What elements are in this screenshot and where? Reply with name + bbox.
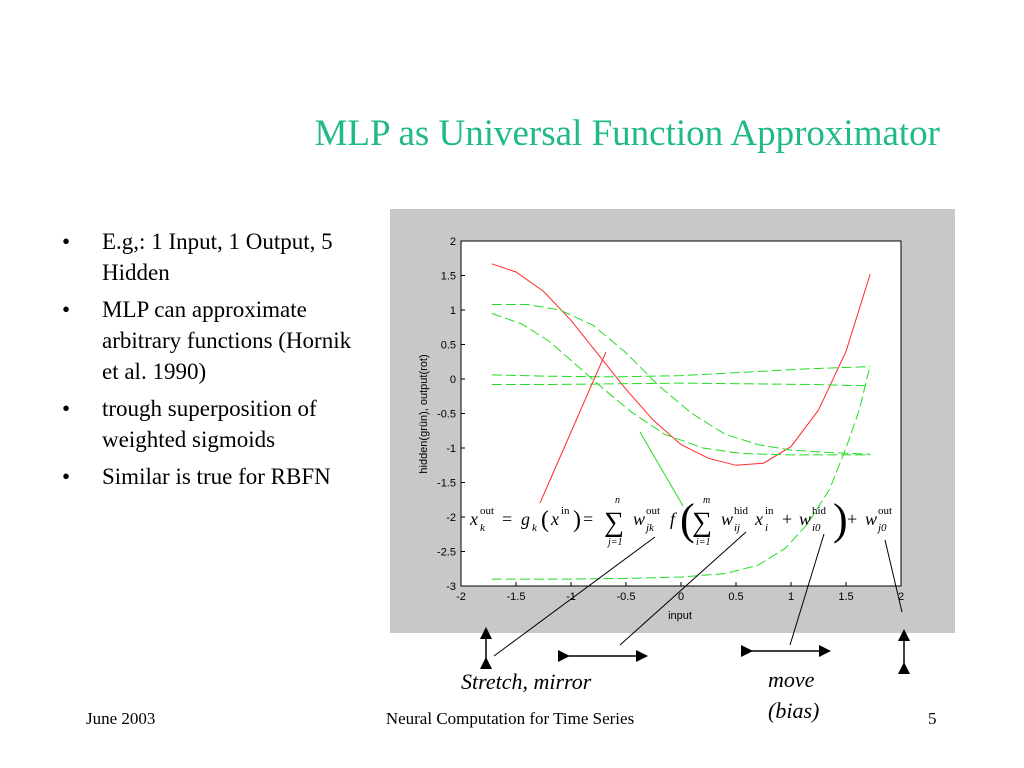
footer-page-number: 5 (928, 709, 937, 728)
formula-paren-open: ( (541, 507, 549, 533)
y-tick-label: -2 (446, 512, 456, 524)
y-tick-label: -0.5 (437, 409, 456, 421)
formula-w2-sub: ij (734, 522, 740, 534)
formula-w4-sup: out (878, 505, 892, 517)
plot-area (460, 240, 902, 587)
formula-w2: w (721, 509, 733, 529)
formula-f: f (670, 509, 678, 529)
formula-sum1-upper: n (615, 495, 620, 506)
formula-w2-sup: hid (734, 505, 749, 517)
formula-sum1-lower: j=1 (606, 537, 623, 548)
formula-sum2-lower: i=1 (696, 537, 711, 548)
move-label: move (768, 667, 815, 692)
x-tick-label: 0.5 (728, 591, 743, 603)
formula-lhs: x (469, 509, 478, 529)
stretch-pointer-line (493, 536, 656, 657)
bullet-text: MLP can approximate arbitrary functions … (102, 297, 352, 384)
footer-title: Neural Computation for Time Series (385, 709, 635, 728)
formula-w1-sub: jk (644, 522, 655, 534)
y-tick-label: 0 (450, 374, 456, 386)
stretch-mirror-label: Stretch, mirror (461, 669, 592, 694)
formula-xin: x (550, 509, 559, 529)
formula-paren-close: ) (573, 507, 581, 533)
x-tick-label: 1.5 (838, 591, 853, 603)
x-tick-label: -0.5 (617, 591, 636, 603)
chart-figure: -2 -1.5 -1 -0.5 0 0.5 1 1.5 2 2 1.5 1 0.5 0 -0.5 -1 -1.… (390, 209, 955, 633)
slide-title: MLP as Universal Function Approximator (314, 113, 940, 154)
x-tick-label: 1 (788, 591, 794, 603)
formula-w1: w (633, 509, 645, 529)
formula-sum1-symbol: ∑ (604, 507, 624, 538)
x-tick-label: -2 (456, 591, 466, 603)
output-curve (491, 263, 871, 466)
formula-bigparen-open: ( (680, 495, 695, 544)
formula-g: g (521, 509, 530, 529)
series-layer (491, 263, 871, 580)
formula-plus-2: + (847, 509, 857, 529)
x-tick-label: -1.5 (507, 591, 526, 603)
formula-w1-sup: out (646, 505, 660, 517)
x-tick-label: 0 (678, 591, 684, 603)
formula-x2-sub: i (765, 522, 768, 534)
bullet-dot-icon: • (62, 229, 71, 254)
formula-xin-sup: in (561, 505, 570, 517)
bullet-text: E.g,: 1 Input, 1 Output, 5 Hidden (102, 229, 333, 285)
bullet-dot-icon: • (62, 396, 71, 421)
y-tick-label: -3 (446, 581, 456, 593)
formula-w3-sub: i0 (812, 522, 821, 534)
formula-x2-sup: in (765, 505, 774, 517)
x-axis-label: input (668, 610, 692, 622)
x-tick-label: 2 (898, 591, 904, 603)
bullet-dot-icon: • (62, 464, 71, 489)
footer-date: June 2003 (86, 709, 156, 728)
formula-x2: x (754, 509, 763, 529)
formula-w3: w (799, 509, 811, 529)
formula-sum2-upper: m (703, 495, 710, 506)
x-tick-label: -1 (566, 591, 576, 603)
output-bias-pointer-line (884, 539, 903, 613)
weight-pointer-line (619, 531, 747, 646)
hidden-curve-1 (491, 304, 871, 455)
y-tick-label: 1 (450, 305, 456, 317)
bullet-item: • MLP can approximate arbitrary functions… (62, 294, 362, 387)
bullet-dot-icon: • (62, 297, 71, 322)
output-pointer-line (539, 351, 607, 504)
hidden-curve-2 (491, 313, 871, 456)
bias-label: (bias) (768, 698, 820, 723)
y-tick-label: -1.5 (437, 478, 456, 490)
y-tick-label: -1 (446, 443, 456, 455)
bullet-item: • E.g,: 1 Input, 1 Output, 5 Hidden (62, 226, 362, 288)
formula-plus-1: + (782, 509, 792, 529)
bullet-text: Similar is true for RBFN (102, 464, 331, 489)
hidden-curve-3 (491, 366, 871, 378)
hidden-curve-4 (491, 382, 871, 387)
y-tick-label: 2 (450, 236, 456, 248)
bullet-list: • E.g,: 1 Input, 1 Output, 5 Hidden • MLP … (62, 226, 362, 498)
y-axis-label: hidden(grün), output(rot) (418, 354, 430, 473)
formula-lhs-sub: k (480, 522, 486, 534)
x-axis: -2 -1.5 -1 -0.5 0 0.5 1 1.5 2 (456, 582, 904, 603)
hidden-pointer-line (639, 431, 684, 507)
y-tick-label: 0.5 (441, 340, 456, 352)
bullet-text: trough superposition of weighted sigmoid… (102, 396, 317, 452)
bullet-item: • trough superposition of weighted sigmoi… (62, 393, 362, 455)
formula-w4-sub: j0 (876, 522, 887, 534)
hidden-curve-5 (491, 365, 871, 580)
formula-eq-1: = (502, 509, 512, 529)
bullet-item: • Similar is true for RBFN (62, 461, 362, 492)
formula-lhs-sup: out (480, 505, 494, 517)
bias-pointer-line (789, 533, 825, 646)
y-axis: 2 1.5 1 0.5 0 -0.5 -1 -1.5 -2 -2.5 -3 (437, 236, 465, 593)
y-tick-label: -2.5 (437, 547, 456, 559)
formula: x out k = g k ( x in ) = n ∑ j=1 w out j… (469, 495, 892, 548)
formula-eq-2: = (583, 509, 593, 529)
formula-g-sub: k (532, 522, 538, 534)
formula-sum2-symbol: ∑ (692, 507, 712, 538)
formula-w4: w (865, 509, 877, 529)
formula-w3-sup: hid (812, 505, 827, 517)
y-tick-label: 1.5 (441, 271, 456, 283)
formula-bigparen-close: ) (833, 495, 848, 544)
